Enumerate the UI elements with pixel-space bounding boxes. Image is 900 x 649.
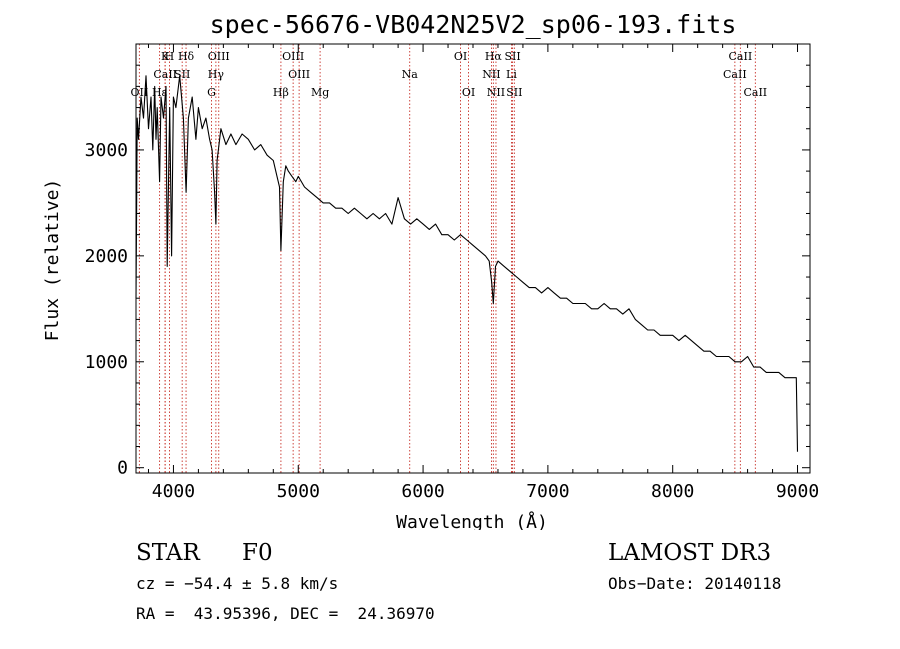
line-label: CaII [743,86,767,99]
line-label: K [161,50,170,63]
plot-frame [135,43,811,474]
line-label: CaII [723,68,747,81]
y-axis-ticks: 0 1000 2000 3000 [85,64,810,479]
spectrum-series-line [135,75,799,452]
line-label: Na [402,68,419,81]
line-label: Hα [485,50,503,63]
line-label: OI [462,86,475,99]
survey-name: LAMOST DR3 [608,540,772,566]
line-label: NII [487,86,505,99]
y-tick-label: 3000 [85,140,128,161]
line-label: H [165,50,175,63]
x-tick-label: 6000 [401,481,444,502]
spectrum-chart: spec-56676-VB042N25V2_sp06-193.fits CaII… [42,10,819,530]
x-axis-label: Wavelength (Å) [396,511,548,530]
line-label: OI [454,50,467,63]
spectral-line-markers [138,44,756,473]
x-axis-ticks: 4000 5000 6000 7000 8000 9000 [147,44,819,502]
line-label: SII [506,86,522,99]
x-tick-label: 5000 [277,481,320,502]
line-label: SII [174,68,190,81]
line-label: CaII [729,50,753,63]
line-label: Mg [311,86,329,99]
line-label: G [207,86,216,99]
line-label: Hβ [273,86,289,99]
line-label: Li [506,68,517,81]
line-label: SII [504,50,520,63]
line-label: NII [482,68,500,81]
observation-date: Obs−Date: 20140118 [608,574,782,593]
line-label: OIII [208,50,230,63]
x-tick-label: 4000 [152,481,195,502]
object-class: STAR [136,540,200,566]
y-tick-label: 2000 [85,246,128,267]
x-tick-label: 9000 [776,481,819,502]
object-subclass: F0 [242,540,273,566]
x-tick-label: 7000 [526,481,569,502]
y-tick-label: 0 [117,458,128,479]
line-label: OIII [288,68,310,81]
line-label: Hδ [178,50,195,63]
line-label: Hγ [208,68,225,81]
chart-title: spec-56676-VB042N25V2_sp06-193.fits [210,10,737,39]
line-label: Hε [152,86,168,99]
line-label: OIII [282,50,304,63]
line-label: CaII [153,68,177,81]
y-axis-label: Flux (relative) [42,179,63,342]
y-tick-label: 1000 [85,352,128,373]
redshift-velocity: cz = −54.4 ± 5.8 km/s [136,574,339,593]
sky-coordinates: RA = 43.95396, DEC = 24.36970 [136,604,435,623]
x-tick-label: 8000 [651,481,694,502]
line-label: OII [131,86,149,99]
